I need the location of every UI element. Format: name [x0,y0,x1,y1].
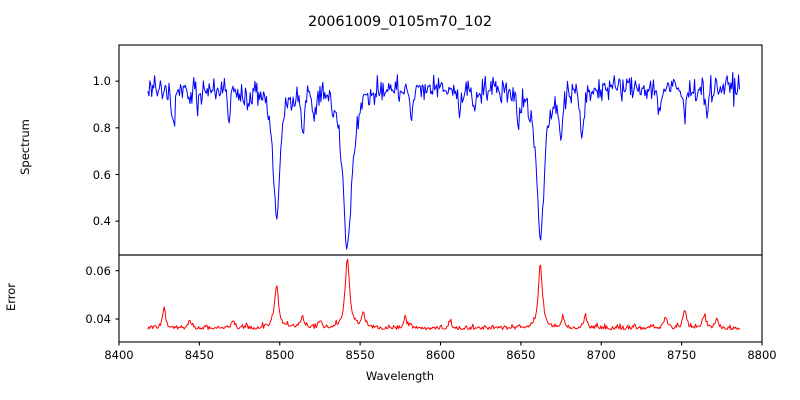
y-tick-label-error: 0.06 [85,263,111,278]
y-axis-label-spectrum: Spectrum [18,119,32,175]
y-tick-label-spectrum: 0.8 [92,120,111,135]
x-tick-label: 8750 [666,348,697,362]
y-tick-label-spectrum: 1.0 [92,74,111,89]
x-axis-label: Wavelength [365,369,435,383]
spectrum-panel-frame [118,44,763,256]
x-tick-label: 8600 [425,348,456,362]
y-tick-label-spectrum: 0.4 [92,214,111,229]
x-tick-label: 8700 [586,348,616,362]
y-tick-label-spectrum: 0.6 [92,167,111,182]
spectrum-series-line [147,72,740,250]
x-tick-label: 8800 [747,348,777,362]
chart-title: 20061009_0105m70_102 [307,14,493,30]
error-panel-frame [118,254,763,343]
y-axis-label-error: Error [4,282,18,312]
x-tick-label: 8550 [345,348,375,362]
x-tick-label: 8450 [184,348,215,362]
error-series-line [147,258,740,331]
x-tick-label: 8650 [506,348,536,362]
x-tick-label: 8400 [104,348,134,362]
x-tick-label: 8500 [265,348,295,362]
y-tick-label-error: 0.04 [85,312,111,327]
